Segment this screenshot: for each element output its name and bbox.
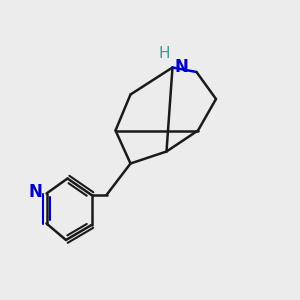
Text: N: N (174, 58, 188, 76)
Text: N: N (28, 183, 42, 201)
Text: H: H (158, 46, 170, 61)
